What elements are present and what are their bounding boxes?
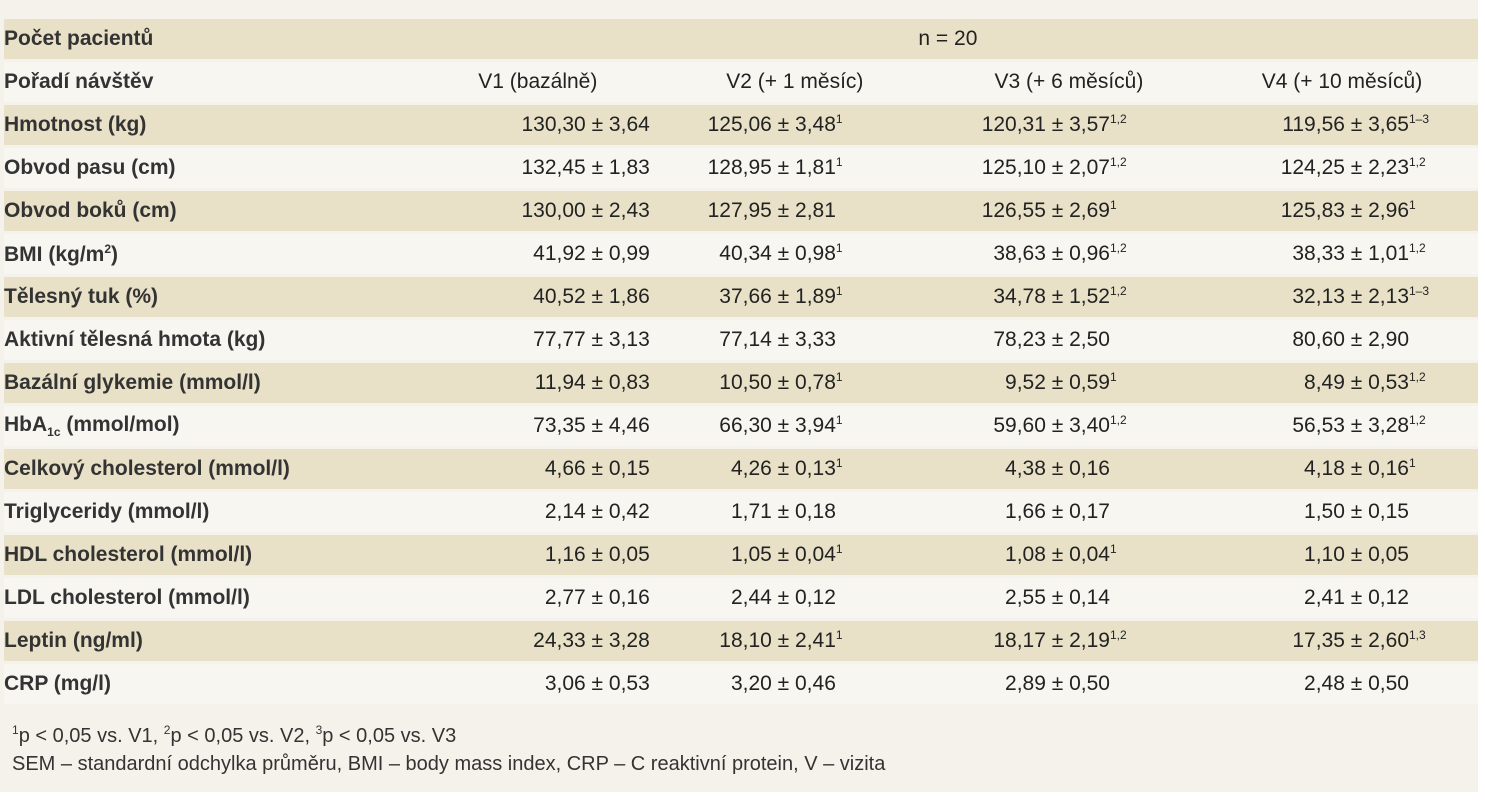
cell-v3: 38,63 ± 0,961,2	[931, 234, 1206, 274]
cell-v3: 2,55 ± 0,14	[931, 578, 1206, 618]
table-row: LDL cholesterol (mmol/l) 2,77 ± 0,16 2,44 …	[4, 578, 1478, 618]
row-label: Obvod boků (cm)	[4, 191, 418, 231]
cell-v3: 78,23 ± 2,50	[931, 320, 1206, 360]
cell-v2: 1,05 ± 0,041	[657, 535, 932, 575]
row-label: Tělesný tuk (%)	[4, 277, 418, 317]
cell-v1: 11,94 ± 0,83	[417, 363, 658, 403]
table-header-visits-row: Pořadí návštěv V1 (bazálně) V2 (+ 1 měsí…	[4, 62, 1478, 102]
cell-v4: 119,56 ± 3,651–3	[1205, 105, 1478, 145]
cell-v1: 24,33 ± 3,28	[417, 621, 658, 661]
cell-v2: 128,95 ± 1,811	[657, 148, 932, 188]
cell-v4: 1,50 ± 0,15	[1205, 492, 1478, 532]
visit-header-v2: V2 (+ 1 měsíc)	[657, 62, 932, 102]
footnote-significance: 1p < 0,05 vs. V1, 2p < 0,05 vs. V2, 3p <…	[12, 723, 457, 747]
row-label: HDL cholesterol (mmol/l)	[4, 535, 418, 575]
top-band	[0, 0, 1478, 14]
cell-v4: 1,10 ± 0,05	[1205, 535, 1478, 575]
table-row: BMI (kg/m2) 41,92 ± 0,99 40,34 ± 0,981 38,6…	[4, 234, 1478, 274]
count-label: Počet pacientů	[4, 19, 418, 59]
cell-v3: 34,78 ± 1,521,2	[931, 277, 1206, 317]
table-row: CRP (mg/l) 3,06 ± 0,53 3,20 ± 0,46 2,89 ± 0…	[4, 664, 1478, 704]
table-row: Obvod boků (cm) 130,00 ± 2,43 127,95 ± 2,8…	[4, 191, 1478, 231]
cell-v2: 40,34 ± 0,981	[657, 234, 932, 274]
visit-header-v1: V1 (bazálně)	[417, 62, 658, 102]
row-label: Aktivní tělesná hmota (kg)	[4, 320, 418, 360]
row-label: Bazální glykemie (mmol/l)	[4, 363, 418, 403]
table-row: Bazální glykemie (mmol/l) 11,94 ± 0,83 10,…	[4, 363, 1478, 403]
table-row: Celkový cholesterol (mmol/l) 4,66 ± 0,15 4…	[4, 449, 1478, 489]
cell-v3: 1,66 ± 0,17	[931, 492, 1206, 532]
row-label: CRP (mg/l)	[4, 664, 418, 704]
visit-header-v3: V3 (+ 6 měsíců)	[931, 62, 1206, 102]
count-value: n = 20	[417, 19, 1478, 59]
cell-v3: 126,55 ± 2,691	[931, 191, 1206, 231]
footnote-abbreviations: SEM – standardní odchylka průměru, BMI –…	[12, 753, 886, 775]
cell-v1: 4,66 ± 0,15	[417, 449, 658, 489]
cell-v2: 125,06 ± 3,481	[657, 105, 932, 145]
cell-v3: 4,38 ± 0,16	[931, 449, 1206, 489]
cell-v2: 18,10 ± 2,411	[657, 621, 932, 661]
cell-v4: 38,33 ± 1,011,2	[1205, 234, 1478, 274]
cell-v3: 120,31 ± 3,571,2	[931, 105, 1206, 145]
cell-v4: 56,53 ± 3,281,2	[1205, 406, 1478, 446]
cell-v1: 40,52 ± 1,86	[417, 277, 658, 317]
cell-v2: 10,50 ± 0,781	[657, 363, 932, 403]
cell-v4: 2,41 ± 0,12	[1205, 578, 1478, 618]
cell-v1: 2,14 ± 0,42	[417, 492, 658, 532]
cell-v2: 1,71 ± 0,18	[657, 492, 932, 532]
table-row: HbA1c (mmol/mol) 73,35 ± 4,46 66,30 ± 3,94…	[4, 406, 1478, 446]
cell-v2: 2,44 ± 0,12	[657, 578, 932, 618]
row-label: Obvod pasu (cm)	[4, 148, 418, 188]
cell-v2: 66,30 ± 3,941	[657, 406, 932, 446]
cell-v4: 4,18 ± 0,161	[1205, 449, 1478, 489]
row-label: BMI (kg/m2)	[4, 234, 418, 274]
table-header-count-row: Počet pacientů n = 20	[4, 19, 1478, 59]
cell-v2: 127,95 ± 2,81	[657, 191, 932, 231]
row-label: Celkový cholesterol (mmol/l)	[4, 449, 418, 489]
cell-v4: 124,25 ± 2,231,2	[1205, 148, 1478, 188]
cell-v1: 132,45 ± 1,83	[417, 148, 658, 188]
cell-v1: 73,35 ± 4,46	[417, 406, 658, 446]
cell-v4: 2,48 ± 0,50	[1205, 664, 1478, 704]
cell-v1: 2,77 ± 0,16	[417, 578, 658, 618]
results-table: Počet pacientů n = 20 Pořadí návštěv V1 …	[4, 16, 1478, 707]
row-label: LDL cholesterol (mmol/l)	[4, 578, 418, 618]
cell-v3: 1,08 ± 0,041	[931, 535, 1206, 575]
row-label: Triglyceridy (mmol/l)	[4, 492, 418, 532]
visits-label: Pořadí návštěv	[4, 62, 418, 102]
cell-v4: 8,49 ± 0,531,2	[1205, 363, 1478, 403]
cell-v4: 17,35 ± 2,601,3	[1205, 621, 1478, 661]
table-row: Hmotnost (kg) 130,30 ± 3,64 125,06 ± 3,481…	[4, 105, 1478, 145]
cell-v3: 9,52 ± 0,591	[931, 363, 1206, 403]
cell-v4: 32,13 ± 2,131–3	[1205, 277, 1478, 317]
cell-v3: 125,10 ± 2,071,2	[931, 148, 1206, 188]
row-label: HbA1c (mmol/mol)	[4, 406, 418, 446]
cell-v2: 4,26 ± 0,131	[657, 449, 932, 489]
table-row: Triglyceridy (mmol/l) 2,14 ± 0,42 1,71 ± 0…	[4, 492, 1478, 532]
table-row: Tělesný tuk (%) 40,52 ± 1,86 37,66 ± 1,891…	[4, 277, 1478, 317]
cell-v3: 59,60 ± 3,401,2	[931, 406, 1206, 446]
table-row: Obvod pasu (cm) 132,45 ± 1,83 128,95 ± 1,8…	[4, 148, 1478, 188]
cell-v4: 125,83 ± 2,961	[1205, 191, 1478, 231]
row-label: Hmotnost (kg)	[4, 105, 418, 145]
visit-header-v4: V4 (+ 10 měsíců)	[1205, 62, 1478, 102]
cell-v1: 130,30 ± 3,64	[417, 105, 658, 145]
cell-v2: 3,20 ± 0,46	[657, 664, 932, 704]
row-label: Leptin (ng/ml)	[4, 621, 418, 661]
cell-v1: 3,06 ± 0,53	[417, 664, 658, 704]
cell-v2: 77,14 ± 3,33	[657, 320, 932, 360]
cell-v1: 1,16 ± 0,05	[417, 535, 658, 575]
table-footnote: 1p < 0,05 vs. V1, 2p < 0,05 vs. V2, 3p <…	[12, 722, 885, 778]
table-row: Aktivní tělesná hmota (kg) 77,77 ± 3,13 77…	[4, 320, 1478, 360]
cell-v1: 41,92 ± 0,99	[417, 234, 658, 274]
cell-v2: 37,66 ± 1,891	[657, 277, 932, 317]
table-row: Leptin (ng/ml) 24,33 ± 3,28 18,10 ± 2,411 1…	[4, 621, 1478, 661]
cell-v1: 130,00 ± 2,43	[417, 191, 658, 231]
table-row: HDL cholesterol (mmol/l) 1,16 ± 0,05 1,05 …	[4, 535, 1478, 575]
cell-v3: 18,17 ± 2,191,2	[931, 621, 1206, 661]
cell-v1: 77,77 ± 3,13	[417, 320, 658, 360]
cell-v3: 2,89 ± 0,50	[931, 664, 1206, 704]
cell-v4: 80,60 ± 2,90	[1205, 320, 1478, 360]
